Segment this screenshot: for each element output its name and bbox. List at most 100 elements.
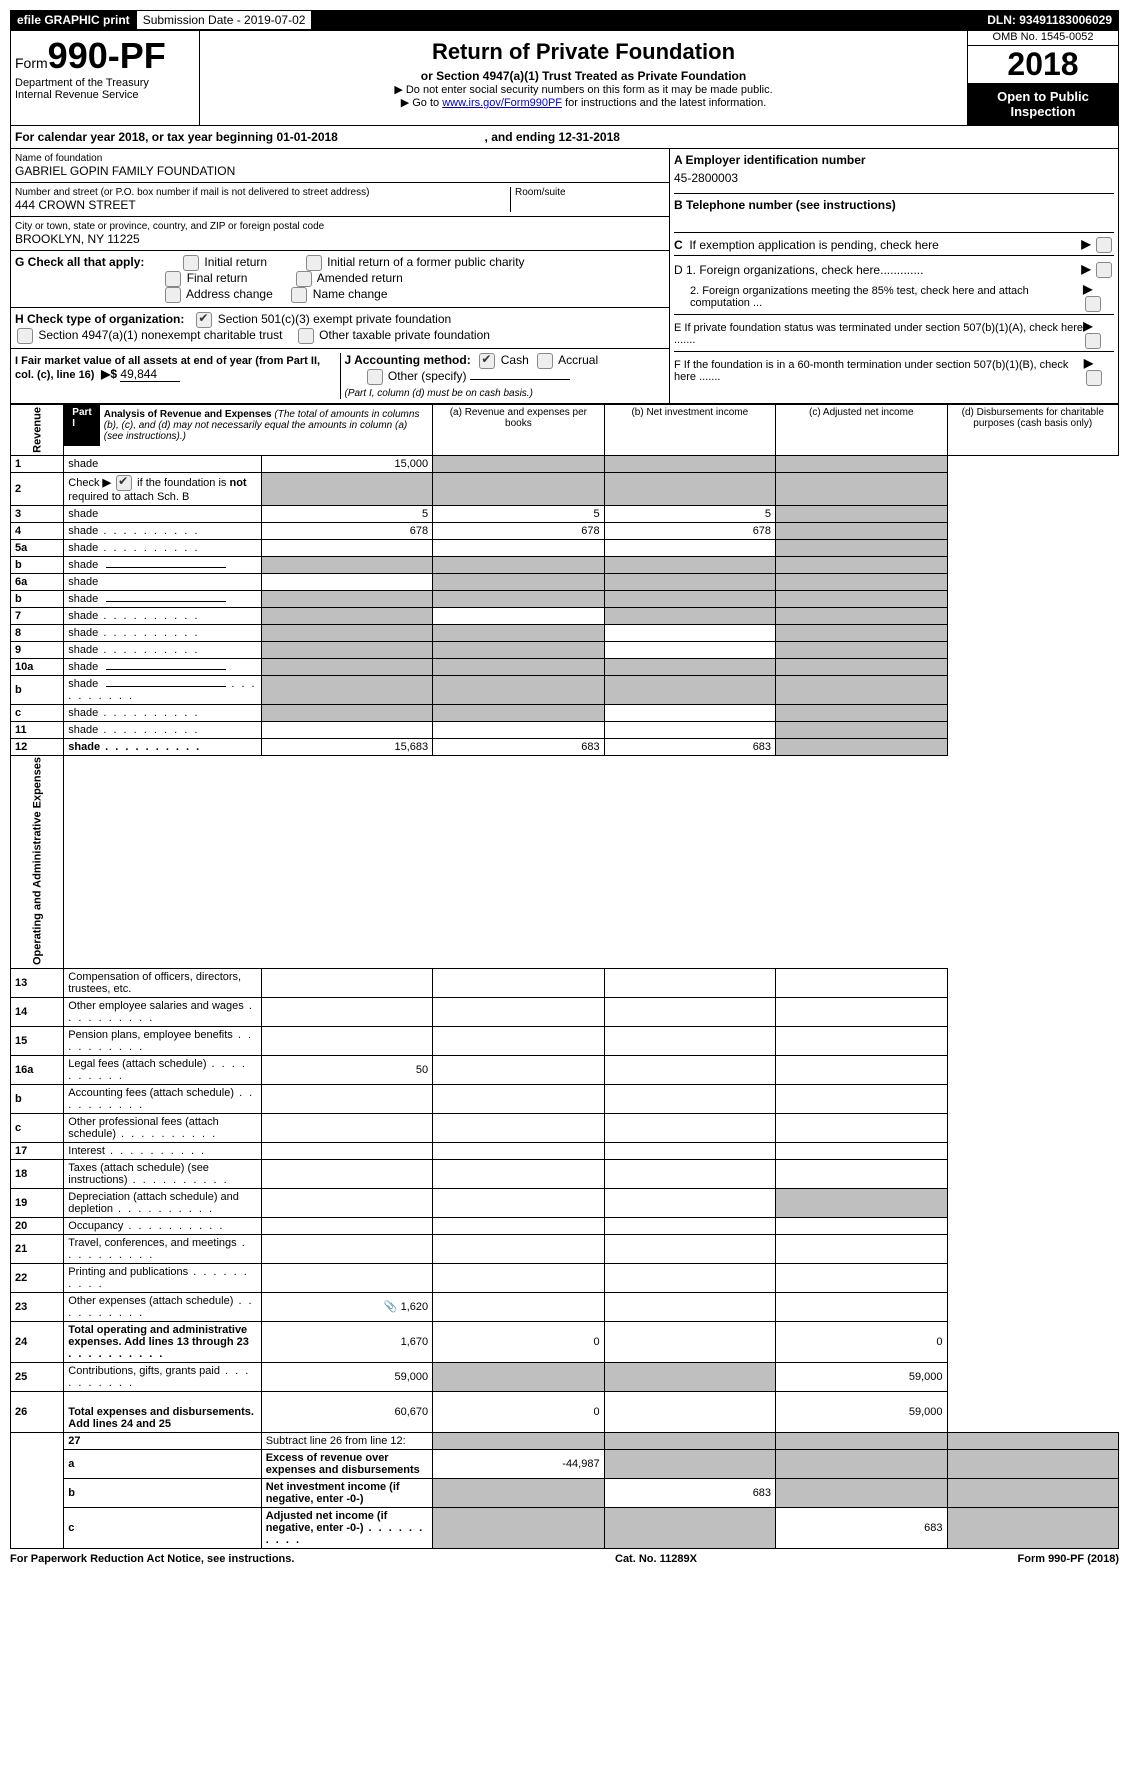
j-accrual: Accrual [558,353,598,367]
dln: DLN: 93491183006029 [981,11,1118,29]
initial-return-checkbox[interactable] [183,255,199,271]
cell-value: 678 [261,522,432,539]
form-prefix: Form [15,55,48,71]
j-note: (Part I, column (d) must be on cash basi… [345,388,533,399]
cell-value: -44,987 [433,1449,604,1478]
line-desc: Check ▶ if the foundation is not require… [64,472,261,505]
cell-shaded [776,556,947,573]
note2-pre: ▶ Go to [401,97,442,109]
other-method-checkbox[interactable] [367,369,383,385]
line-desc: Total expenses and disbursements. Add li… [64,1391,261,1432]
cell-value [261,539,432,556]
cell-value: 59,000 [261,1362,432,1391]
col-c-header: (c) Adjusted net income [776,405,947,456]
irs-label: Internal Revenue Service [15,89,195,101]
cell-shaded [261,472,432,505]
initial-former-checkbox[interactable] [306,255,322,271]
d1-checkbox[interactable] [1096,262,1112,278]
line-desc: Other professional fees (attach schedule… [64,1113,261,1142]
cell-value: 15,683 [261,738,432,755]
cell-value [261,1263,432,1292]
accrual-checkbox[interactable] [537,353,553,369]
line-number: b [11,1084,64,1113]
phone-label: B Telephone number (see instructions) [674,198,896,212]
spacer [312,11,981,29]
cell-value [261,1084,432,1113]
name-change-checkbox[interactable] [291,287,307,303]
cell-value: 50 [261,1055,432,1084]
c-checkbox[interactable] [1096,237,1112,253]
section-h: H Check type of organization: Section 50… [11,308,669,349]
line-number: 19 [11,1188,64,1217]
other-taxable-checkbox[interactable] [298,328,314,344]
4947-checkbox[interactable] [17,328,33,344]
line-desc: Occupancy [64,1217,261,1234]
cell-shaded [776,607,947,624]
cell-shaded [604,455,775,472]
f-checkbox[interactable] [1086,370,1102,386]
attachment-icon[interactable]: 📎 [384,1301,398,1313]
cell-value [776,1113,947,1142]
j-other: Other (specify) [388,369,467,383]
cell-shaded [604,1432,775,1449]
line-number: 26 [11,1391,64,1432]
entity-info: Name of foundation GABRIEL GOPIN FAMILY … [10,149,1119,404]
form-subtitle: or Section 4947(a)(1) Trust Treated as P… [204,69,963,83]
cell-value [433,997,604,1026]
cell-value [604,1292,775,1321]
line-number: 3 [11,505,64,522]
cal-end: 12-31-2018 [559,130,620,144]
header-table: Form990-PF Department of the Treasury In… [10,30,1119,126]
cash-checkbox[interactable] [479,353,495,369]
top-bar: efile GRAPHIC print Submission Date - 20… [10,10,1119,30]
part1-title: Analysis of Revenue and Expenses [104,409,272,420]
501c3-checkbox[interactable] [196,312,212,328]
col-b-header: (b) Net investment income [604,405,775,456]
d2-checkbox[interactable] [1085,296,1101,312]
cell-value [604,997,775,1026]
cell-shaded [433,641,604,658]
cell-value: 60,670 [261,1391,432,1432]
cell-shaded [433,573,604,590]
omb-number: OMB No. 1545-0052 [968,31,1118,46]
irs-link[interactable]: www.irs.gov/Form990PF [442,97,562,109]
cell-value [776,1055,947,1084]
cell-shaded [433,624,604,641]
line-number: c [11,1113,64,1142]
e-checkbox[interactable] [1085,333,1101,349]
cell-shaded [776,472,947,505]
cell-shaded [776,1432,947,1449]
cell-value: 683 [776,1507,947,1548]
schb-checkbox[interactable] [116,475,132,491]
ein-value: 45-2800003 [674,167,1114,193]
line-number: 8 [11,624,64,641]
line-desc: Legal fees (attach schedule) [64,1055,261,1084]
final-return-checkbox[interactable] [165,271,181,287]
cell-value [261,1217,432,1234]
address-change-checkbox[interactable] [165,287,181,303]
cell-value: 5 [604,505,775,522]
name-label: Name of foundation [15,153,665,164]
amended-return-checkbox[interactable] [296,271,312,287]
cell-value [261,997,432,1026]
cell-shaded [776,738,947,755]
d1-text: D 1. Foreign organizations, check here..… [674,263,923,277]
cell-shaded [261,590,432,607]
cell-shaded [261,556,432,573]
g-opt-2: Final return [187,271,248,285]
line-desc: shade [64,573,261,590]
cell-value [261,721,432,738]
cell-value [776,1234,947,1263]
line-desc: Subtract line 26 from line 12: [261,1432,432,1449]
cell-value [433,1217,604,1234]
cell-value [604,1084,775,1113]
foundation-name: GABRIEL GOPIN FAMILY FOUNDATION [15,164,665,178]
line-number: b [11,556,64,573]
cell-value: 0 [433,1391,604,1432]
cell-value [776,1142,947,1159]
e-text: E If private foundation status was termi… [674,322,1083,346]
cell-value [604,1263,775,1292]
section-g: G Check all that apply: Initial return I… [11,251,669,308]
cell-value [261,1142,432,1159]
line-number: b [11,590,64,607]
